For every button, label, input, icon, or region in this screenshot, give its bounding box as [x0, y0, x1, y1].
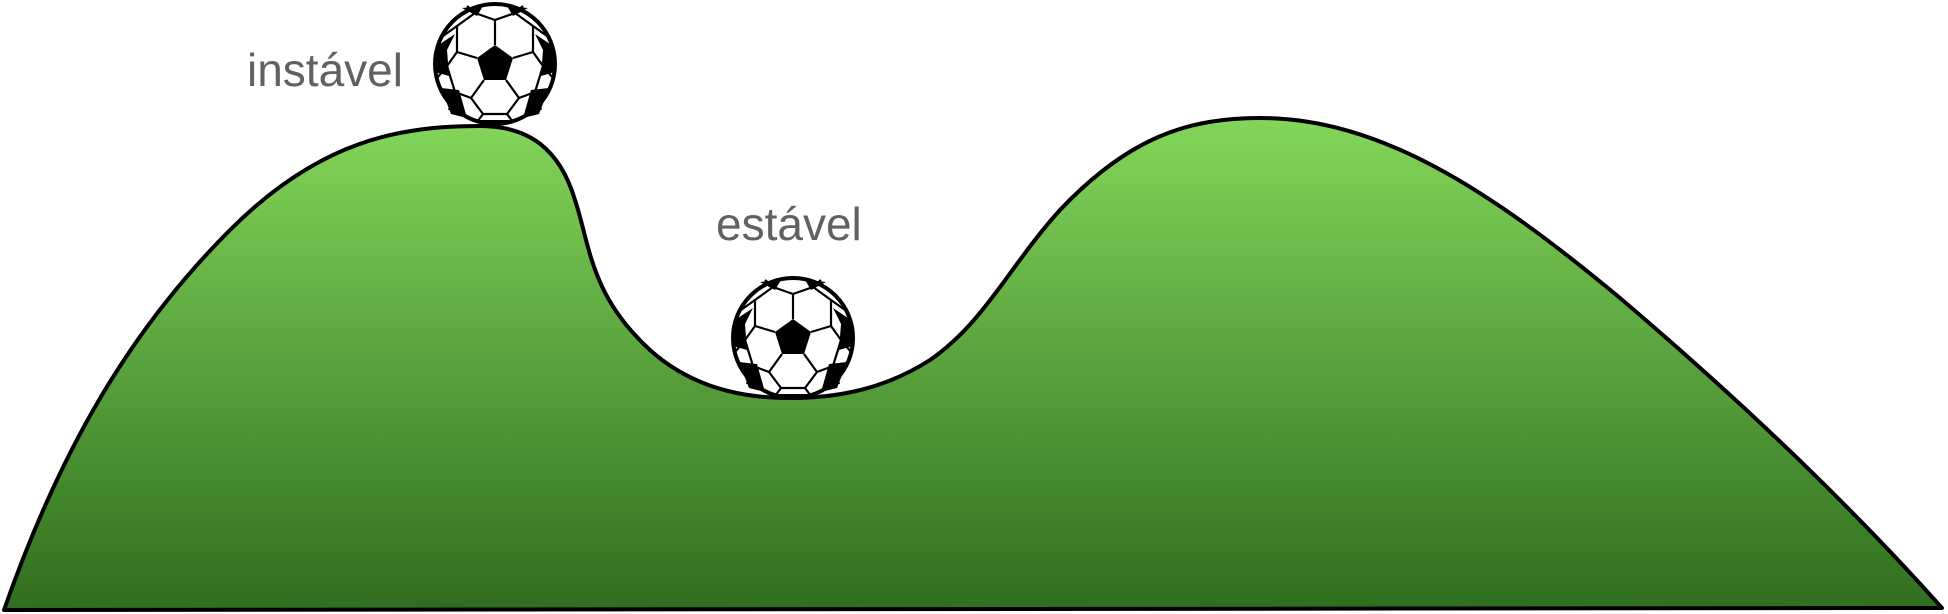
hill-terrain: [2, 116, 1944, 612]
soccer-ball-icon: [731, 276, 855, 400]
label-stable: estável: [716, 198, 862, 250]
soccer-ball-icon: [433, 2, 557, 126]
label-unstable: instável: [247, 44, 403, 96]
